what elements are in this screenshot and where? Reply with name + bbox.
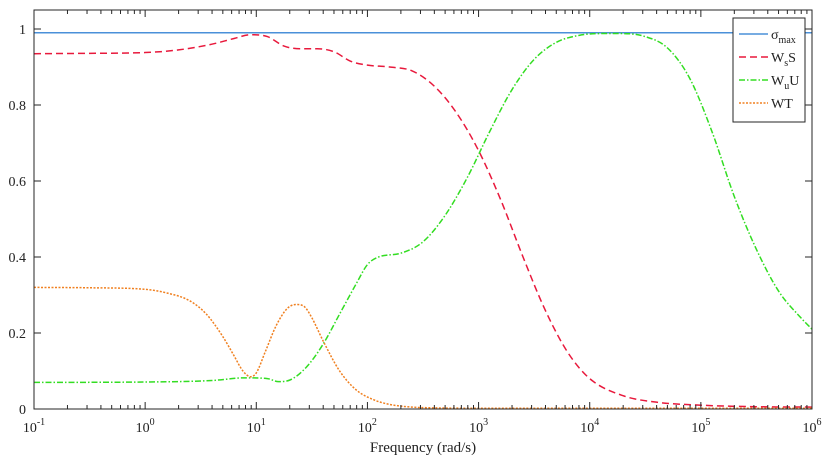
y-tick-label: 0 [19, 403, 26, 418]
x-tick-exponent: 4 [594, 417, 599, 428]
legend-label-WuU: WuU [771, 74, 799, 92]
y-tick-label: 0.6 [9, 175, 27, 190]
legend-label-WT: WT [771, 97, 793, 112]
legend-box [732, 17, 806, 123]
x-tick-label: 10-1 [23, 417, 45, 436]
x-tick-exponent: 1 [261, 417, 266, 428]
x-tick-base: 10 [23, 421, 37, 436]
x-tick-label: 106 [803, 417, 822, 436]
series-line-WsS [33, 33, 813, 408]
y-tick-label: 1 [19, 23, 26, 38]
y-tick-label: 0.2 [9, 327, 27, 342]
x-tick-base: 10 [580, 421, 594, 436]
x-tick-label: 102 [358, 417, 377, 436]
x-tick-base: 10 [469, 421, 483, 436]
y-tick-label: 0.8 [9, 99, 27, 114]
x-tick-base: 10 [136, 421, 150, 436]
x-tick-base: 10 [691, 421, 705, 436]
series-line-WuU [33, 32, 813, 384]
y-tick-label: 0.4 [9, 251, 27, 266]
legend-label-WsS: WsS [771, 51, 796, 69]
series-line-WT [33, 286, 812, 409]
x-tick-base: 10 [247, 421, 261, 436]
plot-area [34, 10, 812, 409]
x-tick-label: 103 [469, 417, 488, 436]
legend-label-sigma_max: σmax [771, 28, 796, 46]
x-tick-base: 10 [803, 421, 817, 436]
y-tick-labels: 0 0.2 0.4 0.6 0.8 1 [9, 23, 27, 418]
axes-box [33, 9, 813, 410]
x-tick-exponent: 0 [150, 417, 155, 428]
x-tick-exponent: -1 [37, 417, 45, 428]
x-tick-exponent: 2 [372, 417, 377, 428]
x-axis-title: Frequency (rad/s) [370, 440, 476, 456]
x-tick-exponent: 3 [483, 417, 488, 428]
legend: σmax WsS WuU WT [732, 17, 806, 123]
axis-ticks [33, 10, 813, 410]
series-group [33, 32, 813, 409]
x-tick-label: 105 [691, 417, 710, 436]
x-tick-label: 104 [580, 417, 599, 436]
x-tick-base: 10 [358, 421, 372, 436]
x-tick-label: 101 [247, 417, 266, 436]
x-tick-label: 100 [136, 417, 155, 436]
x-tick-labels: 10-1 100 101 102 103 104 105 106 [23, 417, 822, 436]
x-tick-exponent: 5 [705, 417, 710, 428]
x-tick-exponent: 6 [817, 417, 822, 428]
